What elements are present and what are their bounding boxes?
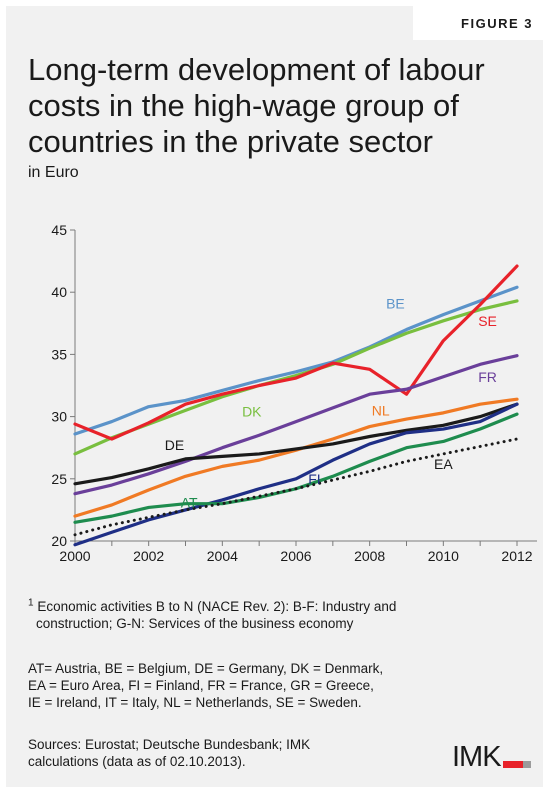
series-label: FR xyxy=(478,369,497,385)
footnote-marker: 1 xyxy=(28,597,34,609)
figure-label: FIGURE 3 xyxy=(461,15,533,31)
x-tick-label: 2000 xyxy=(59,548,90,564)
y-tick-label: 20 xyxy=(51,533,67,549)
title-line: Long-term development of labour xyxy=(28,52,485,87)
sources: Sources: Eurostat; Deutsche Bundesbank; … xyxy=(28,736,358,770)
x-tick-label: 2012 xyxy=(501,548,532,564)
series-label: SE xyxy=(478,313,497,329)
title-line: countries in the private sector xyxy=(28,124,433,159)
abbrev-line: AT= Austria, BE = Belgium, DE = Germany,… xyxy=(28,661,384,676)
line-chart: 20 25 30 35 40 45 2000 2002 2004 2006 2008 2010 2012… xyxy=(51,222,537,564)
series-label: NL xyxy=(372,402,390,418)
y-tick-label: 30 xyxy=(51,409,67,425)
series-line-se xyxy=(73,264,519,441)
footnote: 1 Economic activities B to N (NACE Rev. … xyxy=(28,598,528,632)
series-label: AT xyxy=(181,494,198,510)
chart-series xyxy=(73,264,519,547)
chart-axes: 20 25 30 35 40 45 2000 2002 2004 2006 2008 2010 2012 xyxy=(51,222,537,564)
y-tick-label: 35 xyxy=(51,346,67,362)
series-line-ea xyxy=(73,437,519,537)
title-line: costs in the high-wage group of xyxy=(28,88,459,123)
series-label: FI xyxy=(308,471,320,487)
series-label: EA xyxy=(434,456,453,472)
x-tick-label: 2004 xyxy=(207,548,238,564)
chart-title: Long-term development of labour costs in… xyxy=(28,52,528,160)
x-tick-label: 2006 xyxy=(280,548,311,564)
abbrev-line: EA = Euro Area, FI = Finland, FR = Franc… xyxy=(28,678,374,693)
series-line-be xyxy=(73,285,519,436)
logo-bar-red xyxy=(502,761,523,768)
footnote-line: Economic activities B to N (NACE Rev. 2)… xyxy=(37,599,397,614)
abbreviations: AT= Austria, BE = Belgium, DE = Germany,… xyxy=(28,660,528,711)
x-tick-label: 2002 xyxy=(133,548,164,564)
series-label: DE xyxy=(165,437,184,453)
series-line-fr xyxy=(73,354,519,496)
logo-bar xyxy=(502,761,531,768)
figure-frame: FIGURE 3 xyxy=(6,6,543,787)
x-tick-label: 2008 xyxy=(354,548,385,564)
series-line-fi xyxy=(73,402,519,547)
y-tick-label: 25 xyxy=(51,471,67,487)
series-label: DK xyxy=(242,404,262,420)
source-line: calculations (data as of 02.10.2013). xyxy=(28,754,246,769)
abbrev-line: IE = Ireland, IT = Italy, NL = Netherlan… xyxy=(28,695,362,710)
series-label: BE xyxy=(386,295,405,311)
y-tick-label: 45 xyxy=(51,222,67,238)
figure-tab: FIGURE 3 xyxy=(413,6,543,40)
source-line: Sources: Eurostat; Deutsche Bundesbank; … xyxy=(28,737,311,752)
footnote-line: construction; G-N: Services of the busin… xyxy=(36,616,354,631)
imk-logo: IMK xyxy=(452,741,531,773)
logo-text: IMK xyxy=(452,741,502,773)
chart-series-labels: BE SE FR DK NL DE FI EA AT xyxy=(165,295,497,510)
logo-bar-grey xyxy=(522,761,531,768)
x-tick-label: 2010 xyxy=(428,548,459,564)
y-tick-label: 40 xyxy=(51,284,67,300)
chart-subtitle: in Euro xyxy=(28,164,79,181)
series-line-de xyxy=(73,402,519,486)
